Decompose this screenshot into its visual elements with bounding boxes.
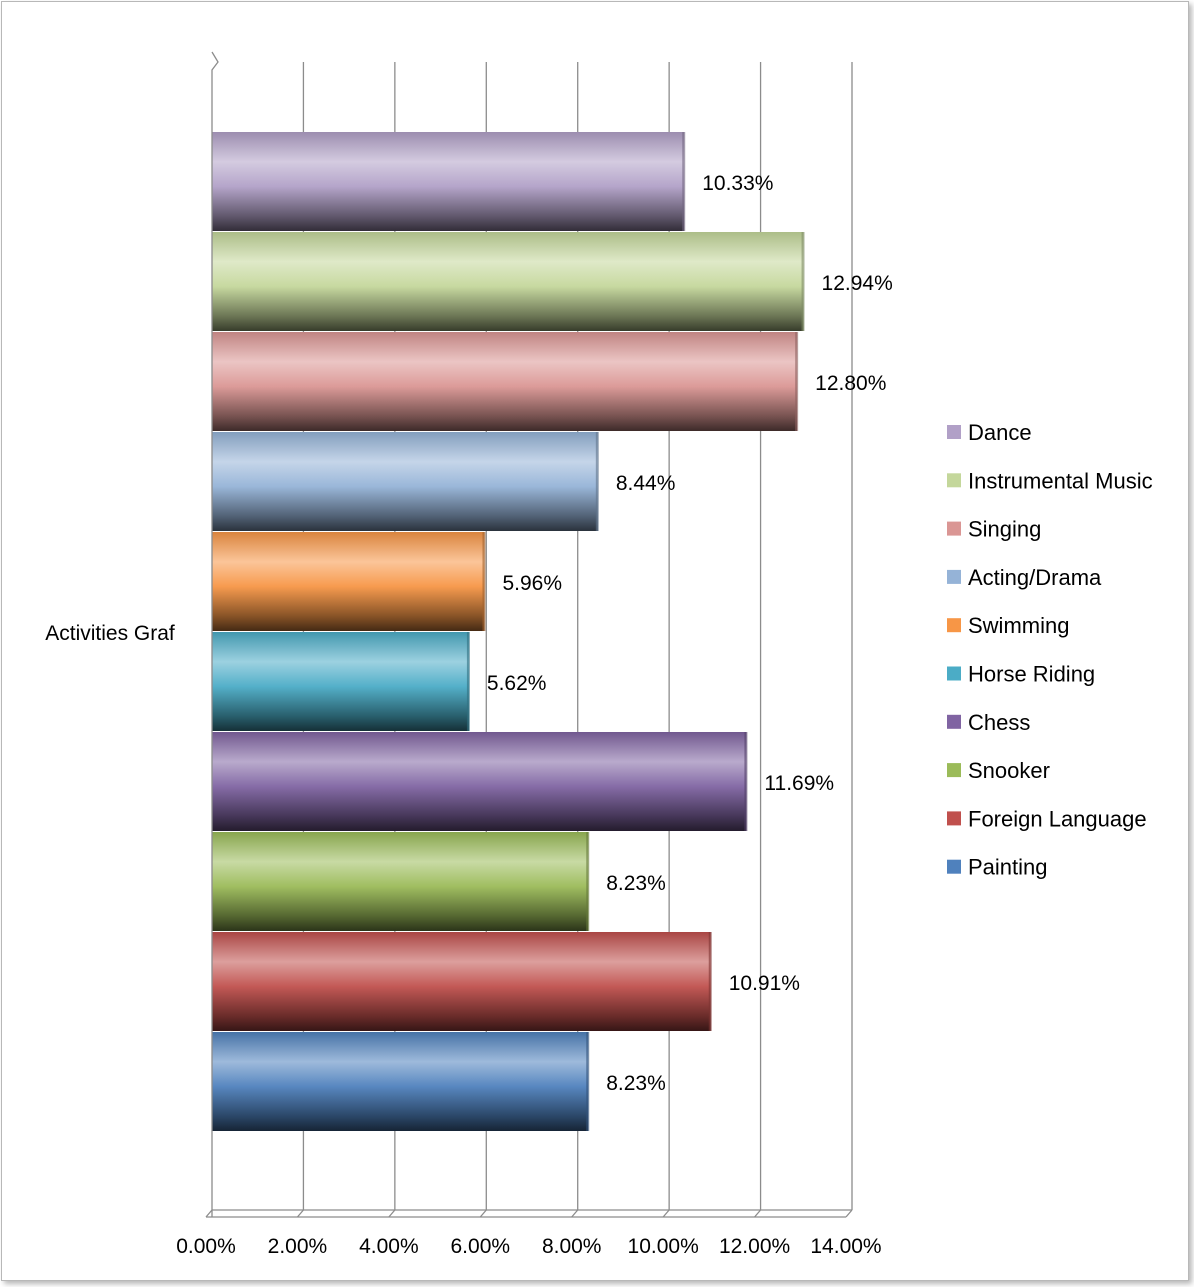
x-tick-label: 2.00%	[268, 1235, 328, 1258]
x-tick	[662, 1209, 670, 1218]
data-label: 10.33%	[702, 172, 773, 195]
bar-foreign-language	[212, 932, 711, 1031]
x-tick	[296, 1209, 304, 1218]
data-label: 5.62%	[487, 672, 547, 695]
legend-label: Singing	[968, 517, 1041, 542]
legend-swatch	[947, 666, 961, 681]
axes: 0.00% 2.00% 4.00% 6.00% 8.00% 10.00% 12.00% 14.…	[176, 51, 882, 1258]
bar-painting	[212, 1032, 589, 1131]
bar-end-cap	[586, 1032, 590, 1131]
legend-swatch	[947, 618, 961, 633]
data-label: 8.44%	[616, 472, 676, 495]
bar-singing	[212, 332, 798, 431]
data-label: 12.94%	[822, 272, 893, 295]
legend-swatch	[947, 811, 961, 826]
bar-horse-riding	[212, 632, 469, 731]
bars	[212, 132, 805, 1131]
legend-swatch	[947, 714, 961, 729]
data-label: 8.23%	[606, 872, 666, 895]
data-labels: 8.23% 10.91% 8.23% 11.69% 5.62% 5.96% 8.44% 12.…	[487, 172, 893, 1095]
bar-dance	[212, 132, 685, 231]
x-tick	[754, 1209, 762, 1218]
bar-end-cap	[586, 832, 590, 931]
data-label: 8.23%	[606, 1072, 666, 1095]
x-tick-label: 14.00%	[810, 1235, 881, 1258]
legend-swatch	[947, 569, 961, 584]
data-label: 5.96%	[502, 572, 562, 595]
legend-swatch	[947, 859, 961, 874]
legend-label: Dance	[968, 420, 1032, 445]
bar-instrumental-music	[212, 232, 804, 331]
legend-label: Foreign Language	[968, 806, 1147, 831]
x-tick	[571, 1209, 579, 1218]
legend-swatch	[947, 425, 961, 439]
bar-end-cap	[682, 132, 686, 231]
legend-swatch	[947, 763, 961, 778]
x-tick	[205, 1209, 213, 1218]
x-tick	[845, 1209, 853, 1218]
bar-end-cap	[466, 632, 470, 731]
legend-swatch	[947, 521, 961, 536]
bar-end-cap	[482, 532, 486, 631]
x-tick	[388, 1209, 396, 1218]
x-tick-label: 8.00%	[542, 1235, 602, 1258]
legend-label: Acting/Drama	[968, 565, 1102, 590]
bar-end-cap	[744, 732, 748, 831]
x-tick	[479, 1209, 487, 1218]
legend-label: Chess	[968, 710, 1030, 735]
y-axis-line	[211, 51, 219, 1210]
x-tick-label: 4.00%	[359, 1235, 419, 1258]
x-tick-label: 6.00%	[451, 1235, 511, 1258]
x-tick-label: 12.00%	[719, 1235, 790, 1258]
bar-snooker	[212, 832, 589, 931]
x-tick-label: 10.00%	[628, 1235, 699, 1258]
legend-label: Painting	[968, 855, 1048, 880]
legend-label: Horse Riding	[968, 662, 1095, 687]
category-axis-label: Activities Graf	[45, 622, 175, 645]
legend: Dance Instrumental Music Singing Acting/Dra…	[947, 420, 1153, 880]
legend-label: Instrumental Music	[968, 468, 1153, 493]
legend-label: Snooker	[968, 758, 1050, 783]
legend-swatch	[947, 473, 961, 488]
data-label: 11.69%	[764, 772, 834, 795]
bar-end-cap	[795, 332, 799, 431]
bar-acting-drama	[212, 432, 598, 531]
bar-end-cap	[595, 432, 599, 531]
data-label: 10.91%	[729, 972, 800, 995]
data-label: 12.80%	[815, 372, 886, 395]
legend-label: Swimming	[968, 613, 1069, 638]
bar-chess	[212, 732, 747, 831]
x-tick-label: 0.00%	[176, 1235, 236, 1258]
bar-end-cap	[801, 232, 805, 331]
bar-swimming	[212, 532, 485, 631]
bar-end-cap	[708, 932, 712, 1031]
